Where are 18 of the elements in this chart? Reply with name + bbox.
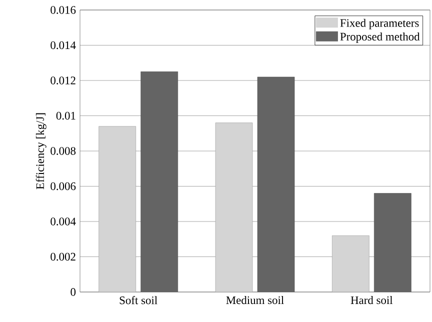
y-tick-label: 0.016 bbox=[50, 6, 76, 14]
y-tick-label: 0.006 bbox=[50, 182, 76, 190]
y-tick-label: 0.008 bbox=[50, 147, 76, 155]
x-tick-label: Hard soil bbox=[350, 296, 393, 304]
bar bbox=[98, 126, 136, 292]
y-tick-label: 0.004 bbox=[50, 218, 76, 226]
bar bbox=[332, 235, 370, 292]
y-tick-label: 0.002 bbox=[50, 252, 76, 261]
x-tick-label: Medium soil bbox=[226, 296, 284, 304]
y-tick-label: 0.012 bbox=[50, 76, 76, 84]
legend-label: Fixed parameters bbox=[340, 18, 419, 30]
bar bbox=[215, 122, 253, 292]
y-tick-label: 0.014 bbox=[50, 41, 76, 50]
x-tick-label: Soft soil bbox=[120, 296, 158, 304]
y-axis-title: Efficiency [kg/J] bbox=[36, 113, 46, 190]
y-tick-label: 0.01 bbox=[56, 112, 76, 120]
y-tick-label: 0 bbox=[70, 288, 76, 296]
legend-label: Proposed method bbox=[340, 32, 420, 43]
